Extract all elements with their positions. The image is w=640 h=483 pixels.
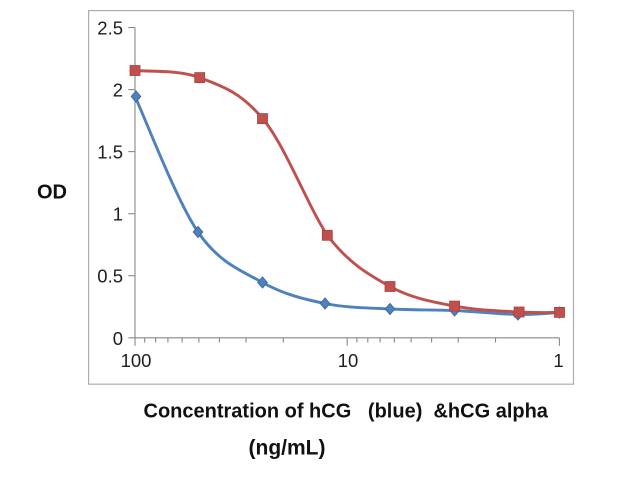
svg-text:100: 100	[121, 350, 152, 371]
svg-text:2: 2	[113, 80, 123, 101]
svg-text:(ng/mL): (ng/mL)	[249, 437, 326, 460]
svg-text:1: 1	[553, 350, 563, 371]
svg-text:2.5: 2.5	[97, 18, 123, 39]
svg-text:10: 10	[338, 350, 359, 371]
svg-text:Concentration of hCG (blue): Concentration of hCG (blue) &hCG alpha	[144, 401, 549, 423]
svg-text:0.5: 0.5	[97, 266, 123, 287]
svg-text:OD: OD	[37, 182, 67, 204]
svg-text:0: 0	[113, 328, 123, 349]
svg-text:1: 1	[113, 204, 123, 225]
svg-text:1.5: 1.5	[97, 142, 123, 163]
